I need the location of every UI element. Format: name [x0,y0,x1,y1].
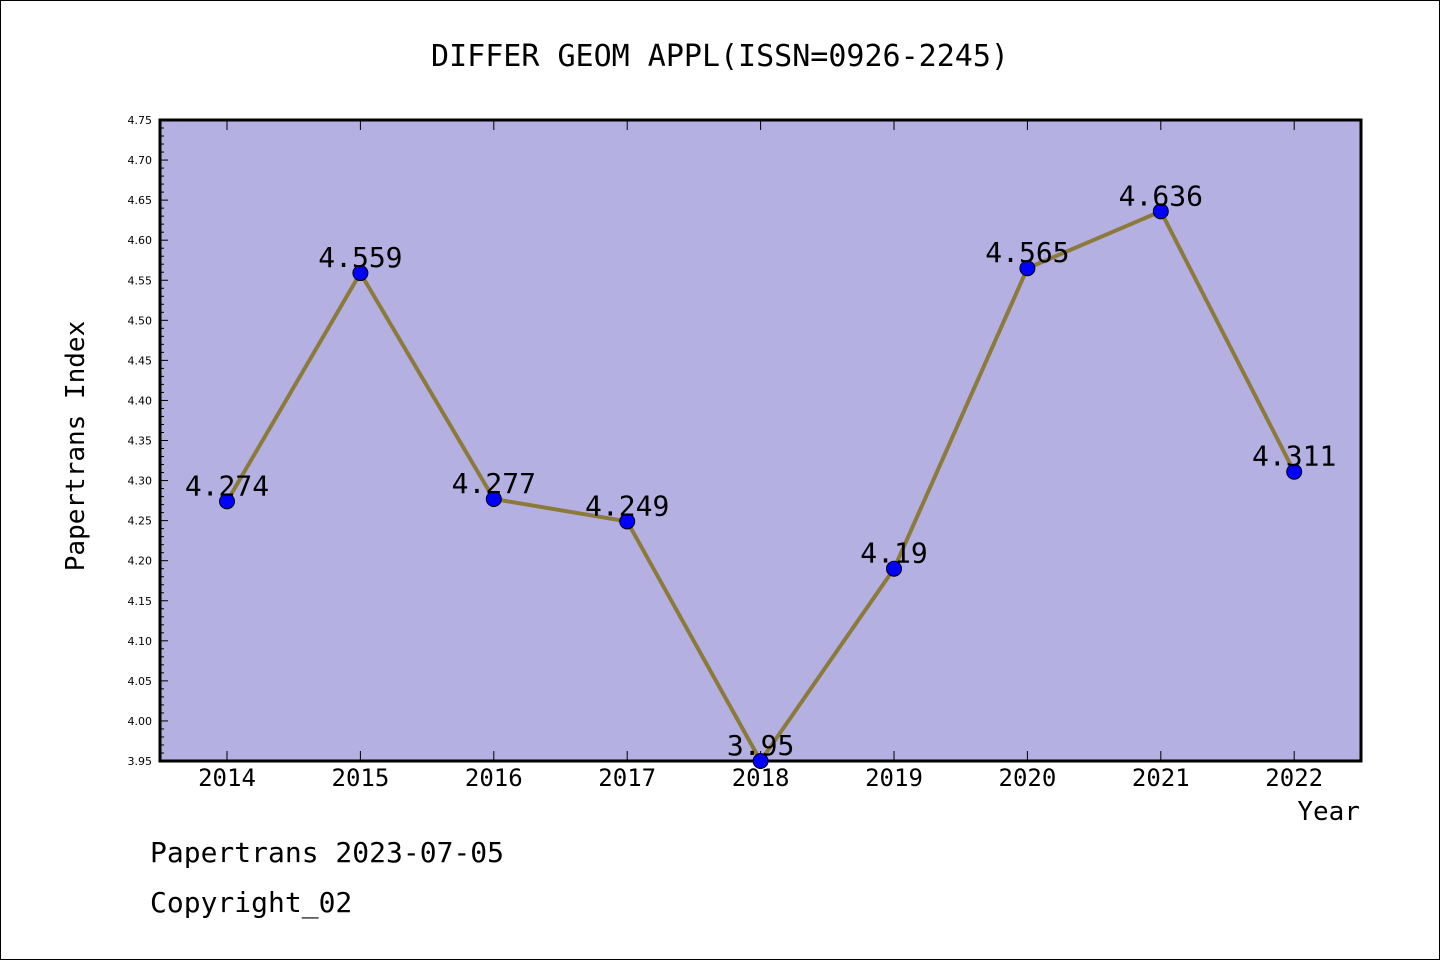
data-point [619,513,636,530]
data-label: 4.565 [985,236,1069,269]
y-tick-label: 4.35 [128,435,153,448]
chart-title: DIFFER GEOM APPL(ISSN=0926-2245) [431,39,1009,74]
y-tick-label: 4.70 [128,154,153,167]
y-tick-label: 4.00 [128,715,153,728]
x-tick-label: 2014 [198,764,256,792]
data-point [1286,463,1303,480]
x-tick-label: 2015 [332,764,390,792]
x-tick-label: 2020 [999,764,1057,792]
footer-copyright-line: Copyright_02 [150,886,353,919]
y-tick-label: 3.95 [128,755,153,768]
y-tick-label: 4.10 [128,635,153,648]
data-label: 3.95 [727,729,794,762]
y-tick-label: 4.50 [128,314,153,327]
data-label: 4.249 [585,489,669,522]
data-point [485,490,502,507]
data-point [886,560,902,577]
data-label: 4.559 [318,241,402,274]
y-tick-label: 4.25 [128,515,153,528]
data-point [219,493,235,510]
y-tick-label: 4.30 [128,475,153,488]
data-point [752,753,769,769]
y-tick-label: 4.45 [128,354,153,367]
y-tick-label: 4.55 [128,274,153,287]
data-label: 4.19 [860,537,927,570]
y-tick-label: 4.20 [128,555,153,568]
data-label: 4.636 [1119,179,1203,212]
x-tick-label: 2017 [598,764,656,792]
data-point [1019,260,1036,277]
x-tick-label: 2019 [865,764,923,792]
data-label: 4.274 [185,469,269,502]
data-label: 4.277 [452,467,536,500]
x-axis-label: Year [1297,797,1360,827]
plot-area [158,118,1363,763]
y-tick-label: 4.15 [128,595,153,608]
data-point [1152,203,1169,220]
series-group: 4.274 4.559 4.277 4.249 3.95 4.19 4.565 4.636 4.… [185,179,1336,769]
y-tick-label: 4.75 [128,114,153,127]
y-tick-label: 4.40 [128,394,153,407]
data-label: 4.311 [1252,440,1336,473]
y-tick-label: 4.60 [128,234,153,247]
footer-date-line: Papertrans 2023-07-05 [150,836,505,869]
y-axis-ticks: 3.95 4.00 4.05 4.10 4.15 4.20 4.25 4.30 4.35 4.40… [128,114,168,768]
data-point [352,265,369,282]
y-tick-label: 4.05 [128,675,153,688]
x-axis-ticks: 2014 2015 2016 2017 2018 2019 2020 2021 2022 [198,120,1323,792]
x-tick-label: 2021 [1132,764,1190,792]
x-tick-label: 2022 [1265,764,1323,792]
x-tick-label: 2016 [465,764,523,792]
y-tick-label: 4.65 [128,194,153,207]
y-axis-label: Papertrans Index [61,321,91,571]
